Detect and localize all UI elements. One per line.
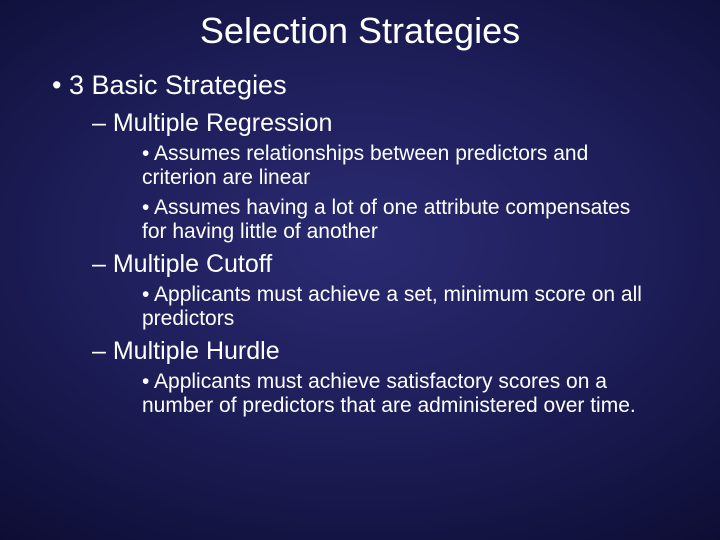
level1-item: 3 Basic Strategies [52, 70, 680, 101]
slide: Selection Strategies 3 Basic Strategies … [0, 0, 720, 540]
level3-item: Assumes having a lot of one attribute co… [142, 196, 650, 244]
level3-item: Assumes relationships between predictors… [142, 142, 650, 190]
level2-item: Multiple Hurdle [92, 337, 680, 366]
level3-item: Applicants must achieve a set, minimum s… [142, 283, 650, 331]
level2-item: Multiple Cutoff [92, 250, 680, 279]
slide-title: Selection Strategies [40, 10, 680, 52]
level2-item: Multiple Regression [92, 109, 680, 138]
level3-item: Applicants must achieve satisfactory sco… [142, 370, 650, 418]
